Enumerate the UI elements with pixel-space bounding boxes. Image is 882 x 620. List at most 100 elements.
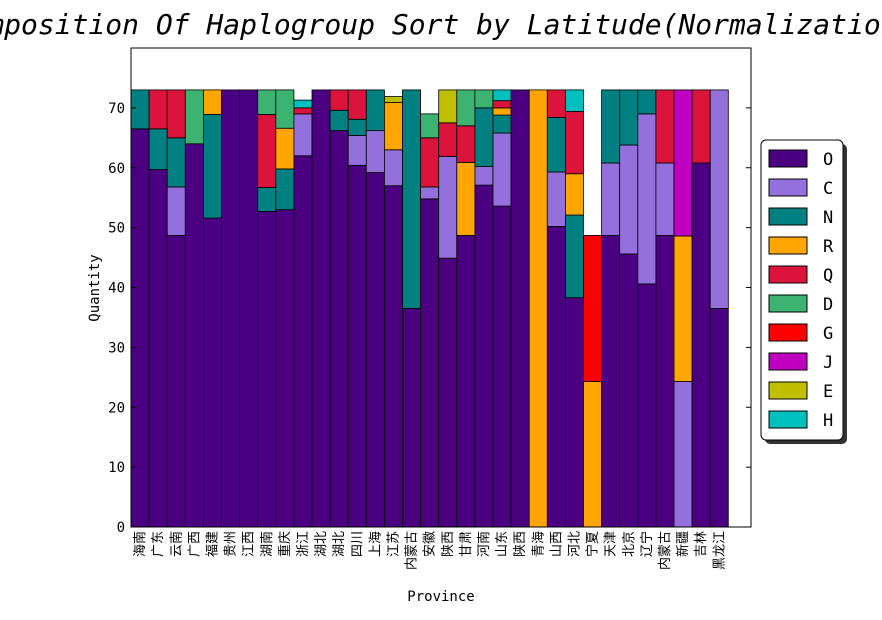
bar-segment-N (275, 168, 295, 211)
legend-label-G: G (823, 324, 833, 344)
bar-segment-O (456, 235, 476, 528)
bar-segment-R (383, 102, 403, 151)
x-tick-label: 福建 (206, 531, 221, 557)
bar-segment-O (510, 89, 530, 528)
bar-segment-Q (347, 89, 367, 120)
bar-segment-Q (492, 100, 512, 109)
bar-segment-O (329, 130, 349, 528)
bar-segment-Q (148, 89, 168, 130)
bar-segment-O (257, 211, 277, 528)
bar-segment-O (420, 198, 440, 528)
bar-segment-D (184, 89, 204, 145)
bar-segment-O (474, 184, 494, 528)
legend-swatch-H (768, 410, 808, 429)
bar-segment-R (275, 127, 295, 170)
x-tick-label: 宁夏 (585, 531, 601, 557)
bar-segment-Q (438, 122, 458, 157)
bar-segment-O (148, 169, 168, 528)
x-tick-label: 天津 (604, 531, 619, 557)
x-tick-label: 湖北 (332, 531, 347, 557)
legend-label-Q: Q (823, 266, 833, 286)
bar-segment-O (275, 209, 295, 528)
x-tick-label: 河北 (568, 531, 583, 557)
x-tick-label: 湖南 (259, 531, 275, 557)
bar-segment-C (438, 155, 458, 259)
legend-swatch-D (768, 294, 808, 313)
bar-segment-R (202, 89, 222, 115)
bar-segment-N (347, 118, 367, 136)
x-tick-label: 河南 (476, 531, 492, 557)
bar-segment-Q (691, 89, 711, 164)
x-tick-label: 广西 (187, 531, 202, 557)
bar-segment-N (601, 89, 621, 164)
bar-segment-Q (166, 89, 186, 139)
bar-segment-C (166, 186, 186, 236)
bar-segment-C (673, 381, 693, 528)
chart-title: Composition Of Haplogroup Sort by Latitu… (0, 8, 882, 41)
bar-segment-E (438, 89, 458, 124)
bar-segment-Q (456, 125, 476, 163)
bar-segment-Q (257, 114, 277, 188)
bar-segment-C (637, 113, 657, 285)
bar-segment-N (257, 187, 277, 212)
bar-segment-H (492, 89, 512, 102)
bar-segment-O (619, 253, 639, 528)
y-tick-label: 20 (108, 400, 125, 416)
y-tick-label: 30 (108, 340, 125, 356)
x-tick-label: 陕西 (441, 531, 456, 557)
y-tick-label: 40 (108, 281, 125, 297)
x-tick-label: 重庆 (277, 531, 293, 557)
bar-segment-O (221, 89, 241, 528)
y-tick-label: 70 (108, 101, 125, 117)
legend-swatch-Q (768, 265, 808, 284)
bar-segment-H (293, 99, 313, 109)
x-tick-label: 浙江 (296, 531, 311, 557)
bar-segment-C (619, 144, 639, 255)
bar-segment-Q (546, 89, 566, 118)
bar-segment-O (691, 162, 711, 528)
bar-segment-Q (565, 111, 584, 175)
y-tick-label: 60 (108, 161, 125, 177)
bar-segment-C (492, 132, 512, 207)
legend-swatch-N (768, 207, 808, 226)
bar-segment-N (130, 89, 150, 130)
x-tick-label: 江西 (242, 531, 257, 557)
x-tick-label: 内蒙古 (404, 531, 420, 570)
x-tick-label: 江苏 (386, 531, 402, 557)
legend-swatch-O (768, 149, 808, 168)
bar-segment-O (311, 89, 331, 528)
x-tick-label: 辽宁 (639, 531, 655, 557)
bar-segment-N (402, 89, 422, 309)
bar-segment-O (166, 235, 186, 528)
x-tick-label: 海南 (132, 531, 148, 557)
bar-segment-D (275, 89, 295, 129)
plot-area: 海南 广东 云南 广西 福建 贵州 江西 湖南 重庆 浙江 湖北 湖北 四川 上海 江苏 内蒙古 安徽 陕西 甘肃河… (108, 47, 752, 570)
bar-segment-N (148, 128, 168, 170)
bar-segment-N (474, 107, 494, 167)
y-tick-label: 50 (108, 221, 125, 237)
bar-segment-N (365, 89, 385, 132)
x-tick-label: 安徽 (423, 531, 438, 557)
bar-segment-O (655, 235, 675, 528)
legend-label-N: N (823, 208, 833, 228)
x-tick-label: 陕西 (513, 531, 528, 557)
x-tick-label: 四川 (350, 531, 365, 557)
legend-swatch-G (768, 323, 808, 342)
legend-swatch-R (768, 236, 808, 255)
legend-label-D: D (823, 295, 833, 315)
bar-segment-C (601, 162, 621, 236)
x-tick-label: 云南 (168, 531, 184, 557)
bar-segment-R (583, 381, 603, 528)
x-axis-label: Province (407, 589, 474, 605)
legend-label-C: C (823, 179, 833, 199)
bar-segment-O (202, 217, 222, 528)
bar-segment-N (546, 117, 566, 173)
legend-label-J: J (823, 353, 833, 373)
x-tick-label: 上海 (368, 531, 383, 557)
bar-segment-C (347, 135, 367, 166)
bar-segment-C (383, 149, 403, 187)
bar-segment-R (565, 173, 584, 216)
legend-swatch-J (768, 352, 808, 371)
x-tick-label: 贵州 (224, 531, 239, 557)
x-tick-label: 黑龙江 (712, 531, 727, 570)
